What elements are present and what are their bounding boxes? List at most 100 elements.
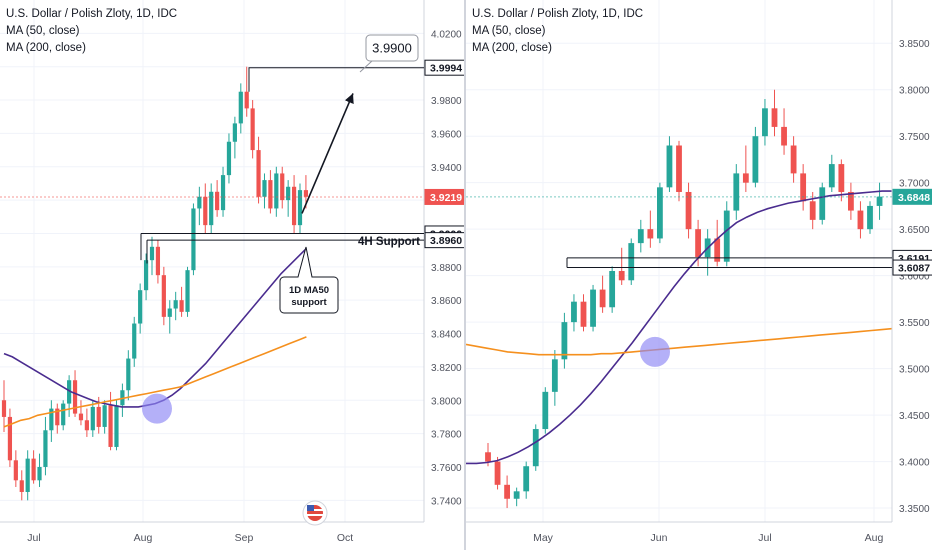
y-tick-label: 3.6000 [899,272,930,283]
x-tick-label: Aug [134,532,153,544]
candle-body [274,173,279,209]
candle-body [102,405,107,427]
candle-body [848,191,854,211]
y-tick-label: 3.5000 [899,365,930,376]
candle-body [90,406,95,431]
candle-body [280,173,285,201]
candle-body [494,461,501,485]
candle-body [143,260,149,291]
price-label: 3.9994 [430,63,462,75]
candle-body [25,458,30,492]
y-tick-label: 3.9800 [431,96,462,107]
candle-body [733,173,740,211]
target-callout-box [365,34,419,62]
left-chart-svg[interactable]: 3.7400 3.7600 3.7800 3.8000 3.8200 3.8400 3.86… [0,0,470,550]
y-tick-label: 3.8600 [431,296,462,307]
y-tick-label: 3.8500 [899,39,930,50]
candle-body [714,238,721,262]
price-label: 3.8960 [430,235,462,247]
candle-body [262,180,267,197]
candle-body [126,358,131,391]
left-chart-legend: U.S. Dollar / Polish Zloty, 1D, IDC MA (… [6,6,177,57]
right-legend-ma50[interactable]: MA (50, close) [472,25,546,37]
candle-body [161,275,166,317]
candle-body [590,289,596,327]
candle-body [599,289,606,308]
plot-area [465,0,893,522]
target-callout-pointer [359,60,373,73]
candle-body [132,323,137,359]
candle-body [828,164,835,188]
right-chart-svg[interactable]: 3.3500 3.4000 3.4500 3.5000 3.5500 3.6000 3.65… [465,0,932,550]
candle-body [532,429,539,467]
candle-body [244,91,249,109]
candle-body [179,300,184,312]
left-chart-panel[interactable]: 3.7400 3.7600 3.7800 3.8000 3.8200 3.8400 3.86… [0,0,470,550]
candle-body [250,108,255,151]
candle-body [676,145,682,192]
candle-body [771,108,778,127]
panel-divider[interactable] [464,0,466,550]
candle-body [31,458,36,481]
candle-body [647,229,654,239]
candle-body [542,391,549,430]
candle-body [809,201,816,220]
candle-body [609,271,616,308]
y-tick-label: 3.8800 [431,263,462,274]
candle-body [155,246,161,276]
ma200-line [3,336,307,428]
left-legend-ma200[interactable]: MA (200, close) [6,42,86,54]
ma50-line [466,190,893,465]
candle-body [37,466,42,481]
candle-body [723,210,730,262]
price-label: 3.6848 [898,192,930,204]
x-tick-label: Jul [758,532,771,544]
y-tick-label: 3.7600 [431,463,462,474]
candle-body [173,300,178,309]
candle-body [286,186,291,201]
candle-body [303,190,309,197]
y-tick-label: 3.7500 [899,132,930,143]
y-tick-label: 3.7400 [431,496,462,507]
candle-body [867,205,873,230]
support-4h-label: 4H Support [358,236,420,248]
candle-body [13,460,18,481]
candle-body [752,136,759,183]
candle-body [838,164,845,192]
price-label-box [892,259,932,276]
candle-body [215,191,220,211]
x-tick-label: May [533,532,554,544]
left-legend-ma50[interactable]: MA (50, close) [6,25,80,37]
cross-circle [640,336,670,367]
candle-body [114,405,119,447]
x-tick-label: Jun [651,532,668,544]
candle-body [618,271,625,281]
candle-body [49,408,54,431]
left-chart-title: U.S. Dollar / Polish Zloty, 1D, IDC [6,8,178,20]
candle-body [513,491,520,499]
x-tick-label: Oct [337,532,353,544]
candle-body [191,208,196,271]
candle-body [19,480,24,492]
y-tick-label: 3.8000 [431,396,462,407]
y-tick-label: 4.0200 [431,29,462,40]
candle-body [504,484,510,499]
candle-body [7,416,13,461]
right-legend-ma200[interactable]: MA (200, close) [472,42,552,54]
candle-body [96,406,101,427]
price-label: 3.9219 [430,192,462,204]
x-tick-label: Sep [235,532,254,544]
candle-body [637,229,644,244]
candle-body [857,210,864,230]
candle-body [67,380,72,404]
right-chart-panel[interactable]: 3.3500 3.4000 3.4500 3.5000 3.5500 3.6000 3.65… [465,0,932,550]
candle-body [742,173,749,183]
candle-body [138,290,143,324]
y-tick-label: 3.9400 [431,163,462,174]
x-tick-label: Jul [27,532,40,544]
us-flag-canton [307,505,314,511]
y-tick-label: 3.7800 [431,430,462,441]
candle-body [209,191,214,226]
price-label-box [892,188,932,205]
price-label: 3.6087 [898,263,930,275]
